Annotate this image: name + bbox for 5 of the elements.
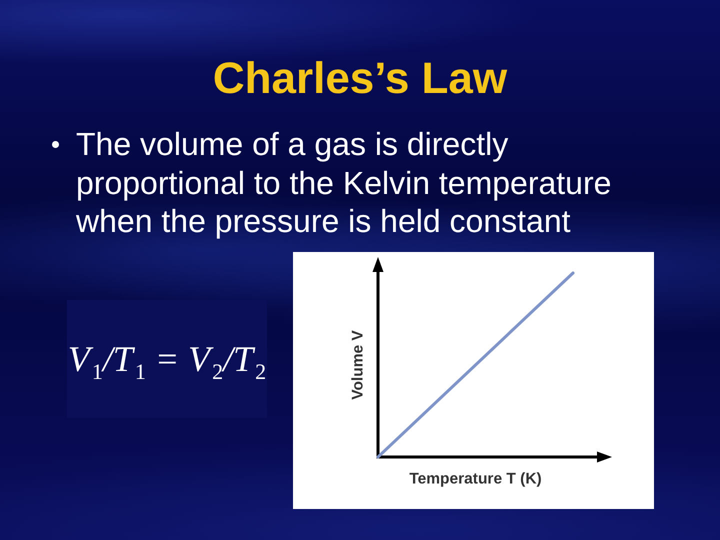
x-axis-title: Temperature T (K) [409,470,542,488]
chart-subtitle: The volume of a gas is directly proportional to the Kelvin temperature when the pressure is held constant [76,125,612,240]
y-axis-title: Volume V [349,330,366,400]
text: V$_{1}$/T$_{1}$ = V$_{2}$/T$_{2}$ [68,339,266,384]
chart-title: Charles’s Law [212,54,508,104]
